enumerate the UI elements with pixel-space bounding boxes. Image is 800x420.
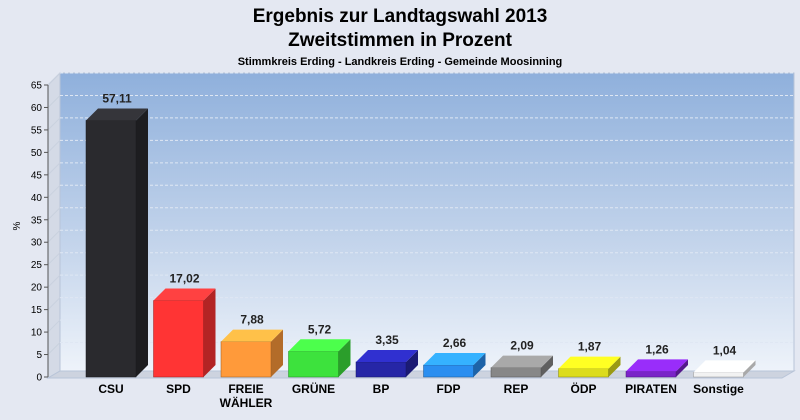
chart-title: Ergebnis zur Landtagswahl 2013 xyxy=(253,6,548,27)
chart-subtitle: Stimmkreis Erding - Landkreis Erding - G… xyxy=(238,56,563,68)
bar-front xyxy=(355,361,407,378)
bar-front xyxy=(85,120,137,378)
grid-line-side xyxy=(47,297,61,310)
grid-line-side xyxy=(47,342,61,355)
category-label: SPD xyxy=(166,382,191,396)
bar-top xyxy=(288,339,351,352)
bar-top xyxy=(423,353,486,366)
bar-side xyxy=(608,356,621,377)
y-tick-label: 40 xyxy=(31,193,43,204)
bar-value-label: 7,88 xyxy=(240,313,264,327)
bar-side xyxy=(743,360,756,377)
y-tick-label: 0 xyxy=(36,373,42,384)
bar-value-label: 5,72 xyxy=(308,322,332,336)
bar-6 xyxy=(423,353,486,378)
y-tick-label: 50 xyxy=(31,148,43,159)
bar-value-label: 2,66 xyxy=(443,336,467,350)
bar-4 xyxy=(288,339,351,378)
bar-top xyxy=(558,356,621,369)
bar-front xyxy=(220,341,272,378)
bar-1 xyxy=(85,108,148,378)
y-tick-label: 25 xyxy=(31,260,43,271)
grid-line-side xyxy=(47,274,61,288)
bar-side xyxy=(406,349,418,377)
chart-title-line2: Zweitstimmen in Prozent xyxy=(288,30,512,51)
plot-side-wall xyxy=(47,71,61,379)
bar-front xyxy=(423,364,474,378)
y-tick-label: 55 xyxy=(31,125,43,136)
x-axis: CSU SPD FREIE WÄHLER GRÜNE BP FDP REP ÖDP PIRATEN… xyxy=(98,381,744,410)
bar-side xyxy=(541,355,553,377)
bars: 57,11 17,02 7,88 5,72 3,35 2,66 2,09 1,87 1,26 1,… xyxy=(85,91,756,378)
grid-line-side xyxy=(47,117,61,131)
y-tick-label: 65 xyxy=(31,81,43,92)
y-tick-label: 10 xyxy=(31,328,43,339)
bar-3 xyxy=(220,329,283,378)
category-label: REP xyxy=(504,382,529,396)
category-label: Sonstige xyxy=(693,382,744,396)
category-label: GRÜNE xyxy=(292,381,335,396)
y-tick-label: 5 xyxy=(36,350,42,361)
bar-front xyxy=(490,367,542,378)
grid-line-side xyxy=(47,184,61,198)
bar-8 xyxy=(558,356,621,378)
bar-top xyxy=(491,355,553,368)
y-tick-label: 20 xyxy=(31,283,43,294)
bar-top xyxy=(626,359,688,372)
bar-side xyxy=(136,108,148,377)
bar-top xyxy=(221,329,283,342)
bar-value-label: 1,26 xyxy=(645,342,669,356)
bar-top xyxy=(693,360,756,373)
bar-value-label: 2,09 xyxy=(510,339,534,353)
y-tick-label: 30 xyxy=(31,238,43,249)
bar-side xyxy=(203,288,216,377)
bar-front xyxy=(558,368,609,378)
bar-side xyxy=(271,329,283,377)
bar-7 xyxy=(490,355,553,378)
category-label: FREIE WÄHLER xyxy=(220,382,273,410)
bar-side xyxy=(338,339,351,377)
grid-line-side xyxy=(47,162,61,176)
bar-5 xyxy=(355,349,418,378)
y-tick-label: 45 xyxy=(31,170,43,181)
bar-10 xyxy=(693,360,756,378)
y-axis-label: % xyxy=(12,221,23,230)
bar-side xyxy=(473,353,486,377)
grid-line-side xyxy=(47,229,61,243)
bar-top xyxy=(356,349,418,362)
bar-2 xyxy=(153,288,216,378)
grid-line-side xyxy=(47,140,61,153)
bar-value-label: 57,11 xyxy=(102,91,132,105)
bar-9 xyxy=(625,359,688,378)
bar-top xyxy=(86,108,148,121)
grid-line-side xyxy=(47,95,61,108)
bar-value-label: 1,04 xyxy=(713,343,737,357)
bar-value-label: 3,35 xyxy=(375,333,399,347)
category-label: ÖDP xyxy=(570,381,596,396)
y-tick-label: 15 xyxy=(31,305,43,316)
y-tick-label: 35 xyxy=(31,215,43,226)
category-label: PIRATEN xyxy=(625,382,677,396)
bar-front xyxy=(153,300,204,378)
bar-front xyxy=(288,351,339,378)
y-tick-label: 60 xyxy=(31,103,43,114)
grid-line-side xyxy=(47,252,61,266)
bar-top xyxy=(153,288,216,301)
bar-front xyxy=(693,372,744,378)
bar-front xyxy=(625,371,677,378)
category-label: CSU xyxy=(98,382,123,396)
bar-side xyxy=(676,359,688,377)
y-axis: 0 5 10 15 20 25 30 35 40 45 50 55 60 65 xyxy=(31,81,49,384)
grid-line-side xyxy=(47,319,61,333)
bar-value-label: 1,87 xyxy=(578,340,602,354)
bar-value-label: 17,02 xyxy=(169,272,199,286)
grid-line-side xyxy=(47,207,61,221)
category-label: BP xyxy=(373,382,390,396)
grid-line-side xyxy=(47,72,61,86)
category-label: FDP xyxy=(437,382,461,396)
